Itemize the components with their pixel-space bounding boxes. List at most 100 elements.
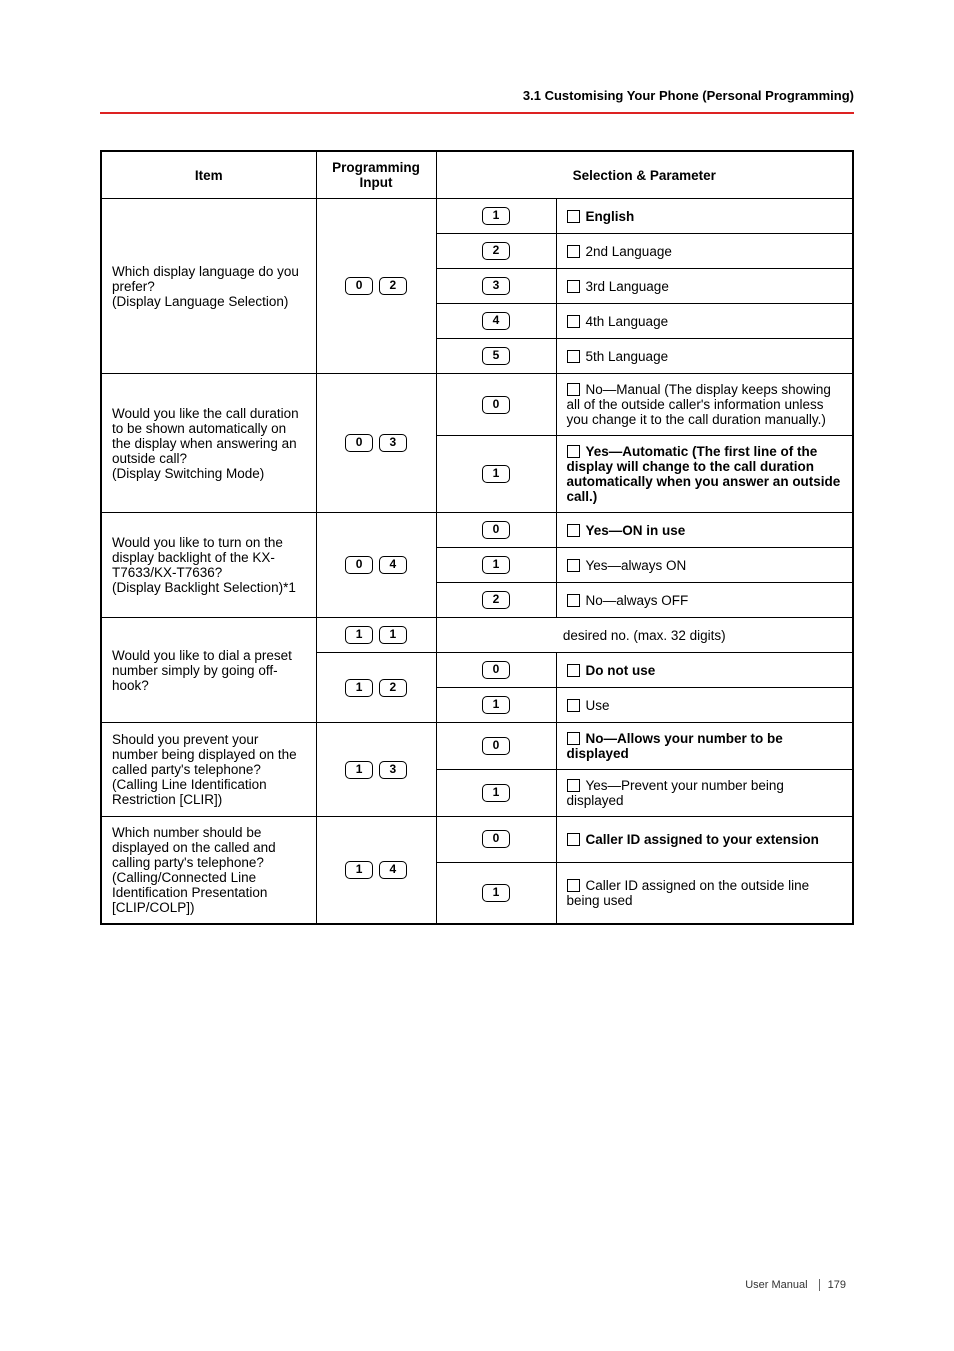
key-cell: 2 [436, 234, 556, 269]
option-label: Do not use [586, 663, 656, 678]
key-cell: 1 [436, 436, 556, 513]
option-label: Yes—ON in use [586, 523, 686, 538]
footer-label: User Manual [745, 1279, 807, 1291]
keycap: 3 [379, 761, 407, 779]
item-cell: Should you prevent your number being dis… [101, 723, 316, 817]
keycap: 1 [482, 465, 510, 483]
key-cell: 0 [436, 653, 556, 688]
key-cell: 0 [436, 374, 556, 436]
checkbox-icon [567, 445, 580, 458]
key-cell: 0 [436, 723, 556, 770]
sel-cell: Use [556, 688, 853, 723]
option-label: 5th Language [586, 349, 669, 364]
checkbox-icon [567, 732, 580, 745]
keycap: 0 [482, 396, 510, 414]
checkbox-icon [567, 833, 580, 846]
keycap: 0 [345, 277, 373, 295]
option-label: Caller ID assigned on the outside line b… [567, 878, 810, 908]
prog-cell: 1 2 [316, 653, 436, 723]
checkbox-icon [567, 280, 580, 293]
checkbox-icon [567, 699, 580, 712]
sel-cell: 2nd Language [556, 234, 853, 269]
checkbox-icon [567, 383, 580, 396]
sel-cell: Caller ID assigned to your extension [556, 817, 853, 863]
keycap: 4 [379, 861, 407, 879]
sel-cell: 4th Language [556, 304, 853, 339]
option-label: Use [586, 698, 610, 713]
sel-cell: 3rd Language [556, 269, 853, 304]
sel-cell: No—always OFF [556, 583, 853, 618]
key-cell: 4 [436, 304, 556, 339]
sel-cell: No—Manual (The display keeps showing all… [556, 374, 853, 436]
centered-option: desired no. (max. 32 digits) [436, 618, 853, 653]
prog-cell: 1 3 [316, 723, 436, 817]
sel-cell: Yes—always ON [556, 548, 853, 583]
keycap: 4 [482, 312, 510, 330]
sel-cell: 5th Language [556, 339, 853, 374]
checkbox-icon [567, 879, 580, 892]
item-cell: Would you like to turn on the display ba… [101, 513, 316, 618]
sel-cell: No—Allows your number to be displayed [556, 723, 853, 770]
keycap: 0 [345, 556, 373, 574]
option-label: 2nd Language [586, 244, 672, 259]
section-header: 3.1 Customising Your Phone (Personal Pro… [523, 88, 854, 103]
keycap: 5 [482, 347, 510, 365]
option-label: 3rd Language [586, 279, 669, 294]
header-rule [100, 112, 854, 114]
checkbox-icon [567, 559, 580, 572]
keycap: 2 [379, 679, 407, 697]
option-label: Caller ID assigned to your extension [586, 832, 819, 847]
page-footer: User Manual 179 [745, 1279, 854, 1291]
checkbox-icon [567, 245, 580, 258]
sel-cell: Caller ID assigned on the outside line b… [556, 862, 853, 924]
checkbox-icon [567, 779, 580, 792]
keycap: 3 [379, 434, 407, 452]
keycap: 3 [482, 277, 510, 295]
key-cell: 1 [436, 770, 556, 817]
keycap: 0 [482, 830, 510, 848]
item-cell: Would you like to dial a preset number s… [101, 618, 316, 723]
sel-cell: Yes—Automatic (The first line of the dis… [556, 436, 853, 513]
key-cell: 0 [436, 817, 556, 863]
checkbox-icon [567, 664, 580, 677]
item-cell: Which display language do you prefer?(Di… [101, 199, 316, 374]
prog-cell: 1 4 [316, 817, 436, 925]
checkbox-icon [567, 315, 580, 328]
key-cell: 2 [436, 583, 556, 618]
key-cell: 5 [436, 339, 556, 374]
sel-cell: Do not use [556, 653, 853, 688]
key-cell: 1 [436, 548, 556, 583]
key-cell: 0 [436, 513, 556, 548]
option-label: No—Manual (The display keeps showing all… [567, 382, 831, 427]
prog-cell: 0 2 [316, 199, 436, 374]
keycap: 1 [482, 784, 510, 802]
option-label: No—Allows your number to be displayed [567, 731, 783, 761]
keycap: 1 [482, 696, 510, 714]
keycap: 1 [482, 207, 510, 225]
keycap: 1 [345, 861, 373, 879]
option-label: No—always OFF [586, 593, 689, 608]
sel-cell: English [556, 199, 853, 234]
option-label: 4th Language [586, 314, 669, 329]
keycap: 0 [482, 737, 510, 755]
key-cell: 1 [436, 862, 556, 924]
option-label: Yes—Automatic (The first line of the dis… [567, 444, 841, 504]
option-label: English [586, 209, 635, 224]
item-cell: Which number should be displayed on the … [101, 817, 316, 925]
sel-cell: Yes—Prevent your number being displayed [556, 770, 853, 817]
keycap: 4 [379, 556, 407, 574]
item-cell: Would you like the call duration to be s… [101, 374, 316, 513]
checkbox-icon [567, 524, 580, 537]
keycap: 1 [345, 626, 373, 644]
keycap: 1 [345, 761, 373, 779]
keycap: 2 [379, 277, 407, 295]
option-label: Yes—always ON [586, 558, 687, 573]
key-cell: 1 [436, 199, 556, 234]
prog-cell: 0 4 [316, 513, 436, 618]
keycap: 1 [482, 884, 510, 902]
keycap: 2 [482, 591, 510, 609]
footer-page: 179 [819, 1279, 846, 1291]
keycap: 1 [379, 626, 407, 644]
option-label: Yes—Prevent your number being displayed [567, 778, 784, 808]
checkbox-icon [567, 350, 580, 363]
